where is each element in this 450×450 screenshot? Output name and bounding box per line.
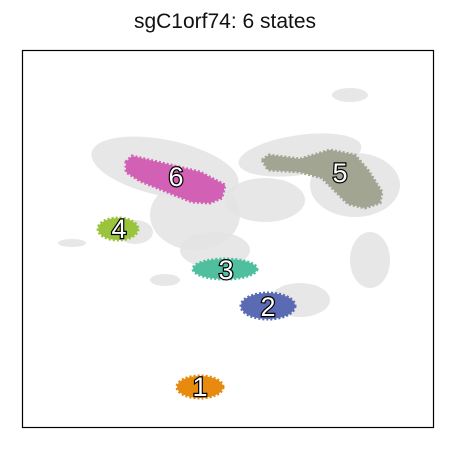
- background-cluster: [58, 239, 86, 247]
- state-5-region: [260, 148, 384, 210]
- state-6-label: 6: [168, 162, 183, 192]
- state-1-label: 1: [192, 372, 207, 402]
- chart-title: sgC1orf74: 6 states: [133, 10, 317, 33]
- background-cluster: [332, 88, 368, 102]
- plot-frame: [21, 49, 435, 429]
- state-4-region: [96, 216, 140, 242]
- background-cluster: [150, 274, 180, 286]
- state-3-region: [191, 257, 259, 281]
- state-2-region: [239, 291, 297, 321]
- state-2-label: 2: [260, 292, 275, 322]
- state-labels: 1 2 3 4 5 6: [110, 157, 348, 403]
- state-regions: [96, 148, 384, 400]
- state-3-label: 3: [218, 255, 233, 285]
- state-5-label: 5: [332, 158, 347, 188]
- background-cluster: [225, 178, 305, 222]
- state-4-label: 4: [111, 214, 126, 244]
- background-cluster: [350, 232, 390, 288]
- state-6-region: [124, 154, 227, 205]
- state-1-region: [175, 374, 225, 400]
